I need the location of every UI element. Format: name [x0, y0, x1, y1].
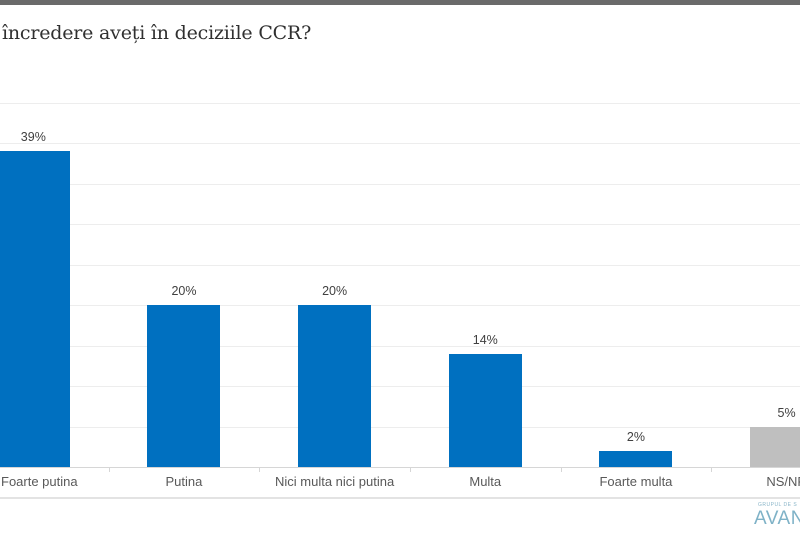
category-label-4: Foarte multa	[599, 474, 673, 489]
value-label-5: 5%	[777, 405, 796, 420]
value-label-2: 20%	[322, 284, 348, 299]
x-axis-line	[0, 467, 800, 468]
bar-4	[599, 450, 673, 467]
gridline-25pct	[0, 264, 800, 266]
gridline-20pct	[0, 305, 800, 307]
chart-title: încredere aveți în deciziile CCR?	[2, 22, 312, 44]
bar-0	[0, 151, 70, 467]
axis-tick-3	[560, 467, 562, 472]
category-label-2: Nici multa nici putina	[275, 474, 395, 489]
category-label-1: Putina	[165, 474, 203, 489]
axis-tick-0	[108, 467, 110, 472]
axis-tick-4	[711, 467, 713, 472]
bar-3	[448, 353, 522, 467]
gridline-30pct	[0, 224, 800, 226]
logo-small-text: GRUPUL DE S	[758, 502, 798, 508]
gridline-5pct	[0, 426, 800, 428]
value-label-0: 39%	[20, 130, 46, 145]
category-label-0: Foarte putina	[1, 474, 78, 489]
value-label-1: 20%	[171, 284, 197, 299]
top-border-bar	[0, 0, 800, 5]
axis-tick-1	[259, 467, 261, 472]
gridline-15pct	[0, 345, 800, 347]
axis-tick-2	[409, 467, 411, 472]
gridline-35pct	[0, 183, 800, 185]
bottom-separator-line	[0, 497, 800, 499]
logo-main-text: AVANGARDE	[754, 508, 800, 529]
value-label-3: 14%	[472, 332, 498, 347]
category-label-5: NS/NR	[766, 474, 800, 489]
gridline-45pct	[0, 102, 800, 104]
bar-1	[147, 305, 221, 467]
bar-2	[298, 305, 372, 467]
avangarde-logo: GRUPUL DE S AVANGARDE	[754, 502, 800, 529]
category-label-3: Multa	[469, 474, 502, 489]
gridline-40pct	[0, 143, 800, 145]
bar-5	[750, 426, 800, 467]
gridline-10pct	[0, 386, 800, 388]
value-label-4: 2%	[626, 429, 645, 444]
